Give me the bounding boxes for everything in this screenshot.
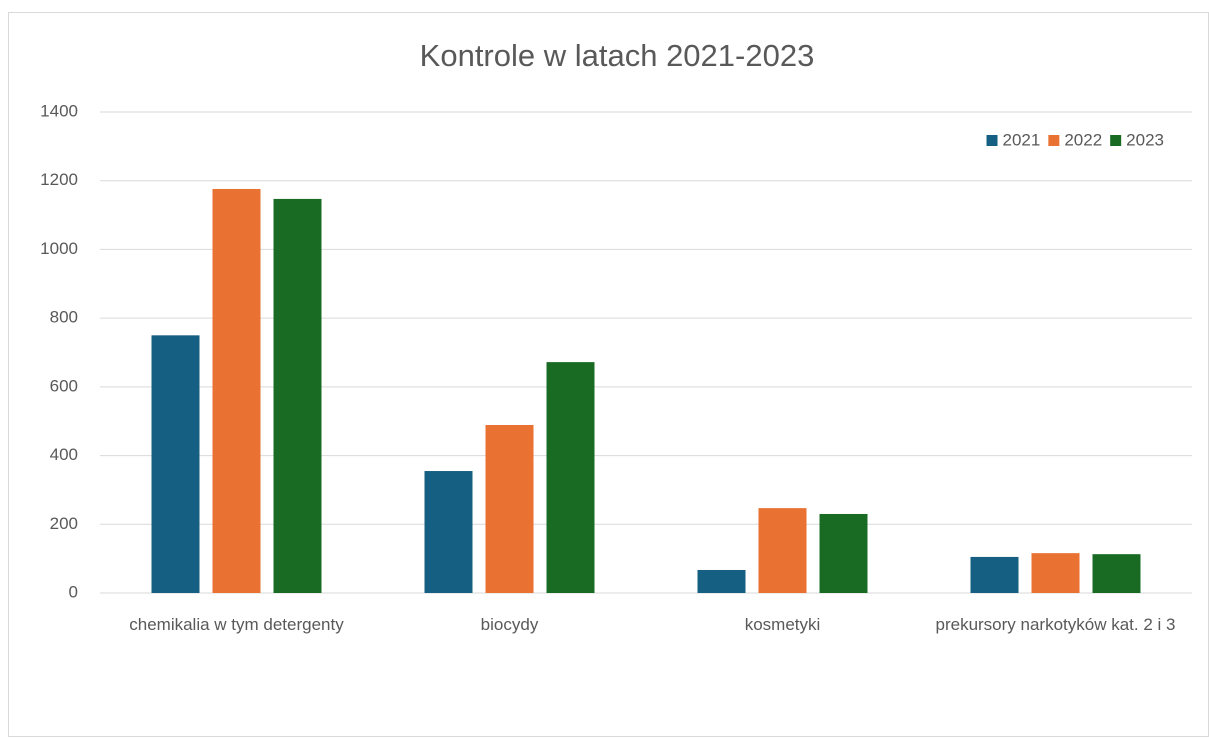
y-tick-label: 1000 [40, 239, 78, 258]
y-tick-label: 200 [50, 514, 78, 533]
legend-swatch [986, 135, 998, 146]
bar [697, 569, 746, 593]
legend-swatch [1110, 135, 1122, 146]
x-tick-label: biocydy [480, 615, 539, 634]
x-tick-label: kosmetyki [744, 615, 821, 634]
bar [758, 508, 807, 593]
x-tick-label: prekursory narkotyków kat. 2 i 3 [935, 615, 1176, 634]
bar [1031, 553, 1080, 593]
x-tick-label: chemikalia w tym detergenty [129, 615, 344, 634]
bar [819, 513, 868, 593]
legend-label: 2023 [1126, 130, 1164, 149]
chart-title: Kontrole w latach 2021-2023 [420, 38, 815, 73]
y-tick-label: 600 [50, 376, 78, 395]
y-tick-label: 1400 [40, 101, 78, 120]
legend-label: 2021 [1003, 130, 1041, 149]
bar [546, 362, 595, 593]
legend-swatch [1048, 135, 1060, 146]
y-tick-label: 1200 [40, 170, 78, 189]
chart-border [8, 12, 1209, 737]
bar [970, 556, 1019, 593]
bar [151, 335, 200, 593]
bar [273, 198, 322, 593]
y-tick-label: 800 [50, 308, 78, 327]
bar [485, 424, 534, 593]
y-tick-label: 400 [50, 445, 78, 464]
bar [1092, 554, 1141, 593]
bar [424, 471, 473, 593]
legend-label: 2022 [1064, 130, 1102, 149]
y-tick-label: 0 [69, 582, 78, 601]
bar [212, 188, 261, 593]
